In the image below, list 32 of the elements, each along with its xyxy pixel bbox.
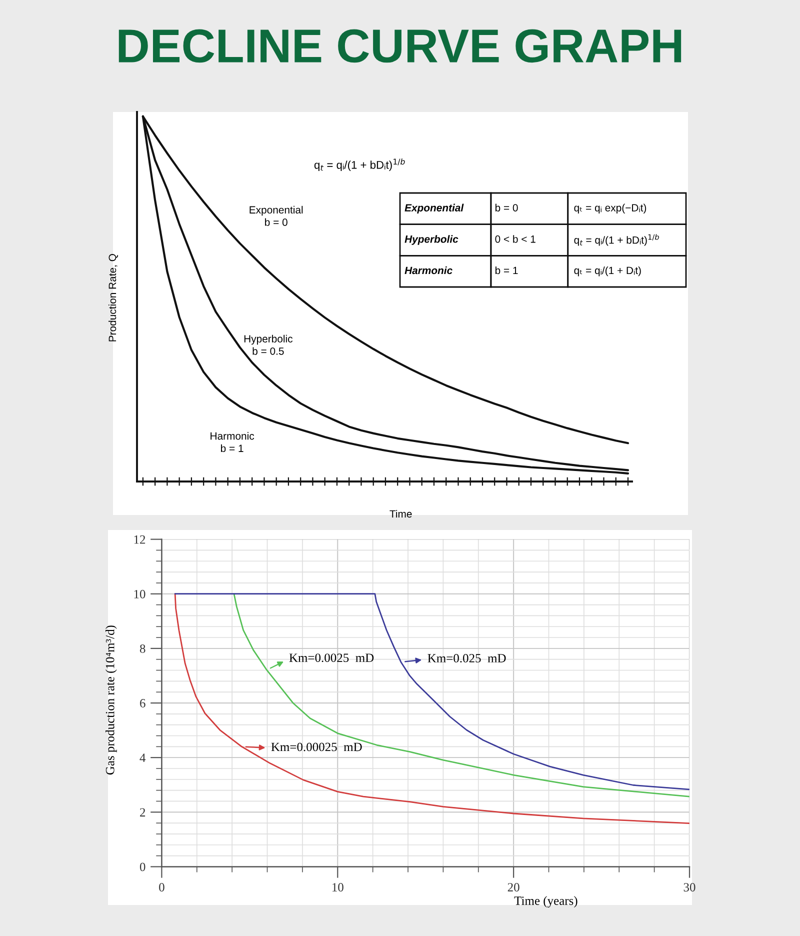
annotation: Harmonic <box>404 266 452 274</box>
legend-label: Km=0.00025 mD <box>271 742 362 752</box>
x-tick-label: 0 <box>159 883 164 892</box>
x-tick-label: 10 <box>332 883 344 892</box>
y-tick-label: 4 <box>140 754 146 762</box>
chart-title: DECLINE CURVE GRAPH <box>118 29 682 63</box>
x-tick-label: 20 <box>508 883 520 892</box>
y-tick-label: 10 <box>134 590 146 598</box>
x-axis-title: Time <box>390 510 412 518</box>
series-label: Exponential b = 0 <box>250 206 303 226</box>
x-tick-label: 30 <box>684 883 696 892</box>
annotation: qₜ = qᵢ/(1 + Dᵢt) <box>574 266 641 276</box>
legend-label: Km=0.0025 mD <box>289 654 374 662</box>
y-axis-title: Gas production rate (10⁴m³/d) <box>106 626 117 775</box>
y-tick-label: 12 <box>134 535 146 544</box>
annotation: Hyperbolic <box>404 235 458 245</box>
y-tick-label: 2 <box>140 808 146 816</box>
annotation: q$_{t}$ = qᵢ/(1 + bDᵢt)$^{1/b}$ <box>574 234 659 246</box>
annotation: 0 < b < 1 <box>495 235 536 243</box>
annotation: qₜ = qᵢ exp(−Dᵢt) <box>574 204 646 214</box>
y-axis-title: Production Rate, Q <box>108 254 118 342</box>
annotation: q$_{t}$ = qᵢ/(1 + bDᵢt)$^{1/b}$ <box>314 158 405 172</box>
x-axis-title: Time (years) <box>514 896 578 908</box>
series-label: Harmonic b = 1 <box>210 432 254 452</box>
y-tick-label: 0 <box>140 862 146 872</box>
annotation: b = 1 <box>495 266 518 274</box>
series-label: Hyperbolic b = 0.5 <box>244 334 293 355</box>
legend-label: Km=0.025 mD <box>428 654 506 662</box>
y-tick-label: 8 <box>140 644 146 653</box>
annotation: Exponential <box>404 204 464 214</box>
annotation: b = 0 <box>495 204 518 212</box>
y-tick-label: 6 <box>140 699 146 708</box>
